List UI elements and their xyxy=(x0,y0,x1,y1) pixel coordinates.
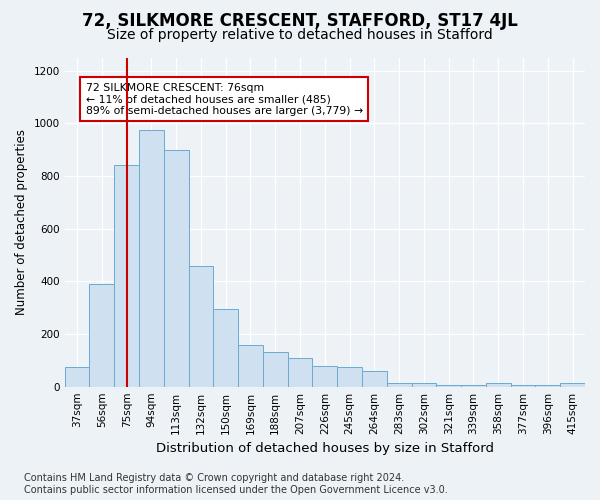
X-axis label: Distribution of detached houses by size in Stafford: Distribution of detached houses by size … xyxy=(156,442,494,455)
Bar xyxy=(560,382,585,386)
Text: Size of property relative to detached houses in Stafford: Size of property relative to detached ho… xyxy=(107,28,493,42)
Text: 72, SILKMORE CRESCENT, STAFFORD, ST17 4JL: 72, SILKMORE CRESCENT, STAFFORD, ST17 4J… xyxy=(82,12,518,30)
Bar xyxy=(337,367,362,386)
Bar xyxy=(139,130,164,386)
Bar xyxy=(89,284,114,386)
Bar xyxy=(313,366,337,386)
Text: Contains HM Land Registry data © Crown copyright and database right 2024.
Contai: Contains HM Land Registry data © Crown c… xyxy=(24,474,448,495)
Bar xyxy=(486,382,511,386)
Y-axis label: Number of detached properties: Number of detached properties xyxy=(15,129,28,315)
Bar xyxy=(214,309,238,386)
Bar xyxy=(238,344,263,387)
Bar xyxy=(362,371,387,386)
Bar xyxy=(412,382,436,386)
Bar xyxy=(287,358,313,386)
Bar xyxy=(387,382,412,386)
Bar xyxy=(188,266,214,386)
Bar xyxy=(65,367,89,386)
Bar xyxy=(263,352,287,386)
Bar xyxy=(164,150,188,386)
Bar xyxy=(114,166,139,386)
Text: 72 SILKMORE CRESCENT: 76sqm
← 11% of detached houses are smaller (485)
89% of se: 72 SILKMORE CRESCENT: 76sqm ← 11% of det… xyxy=(86,82,363,116)
